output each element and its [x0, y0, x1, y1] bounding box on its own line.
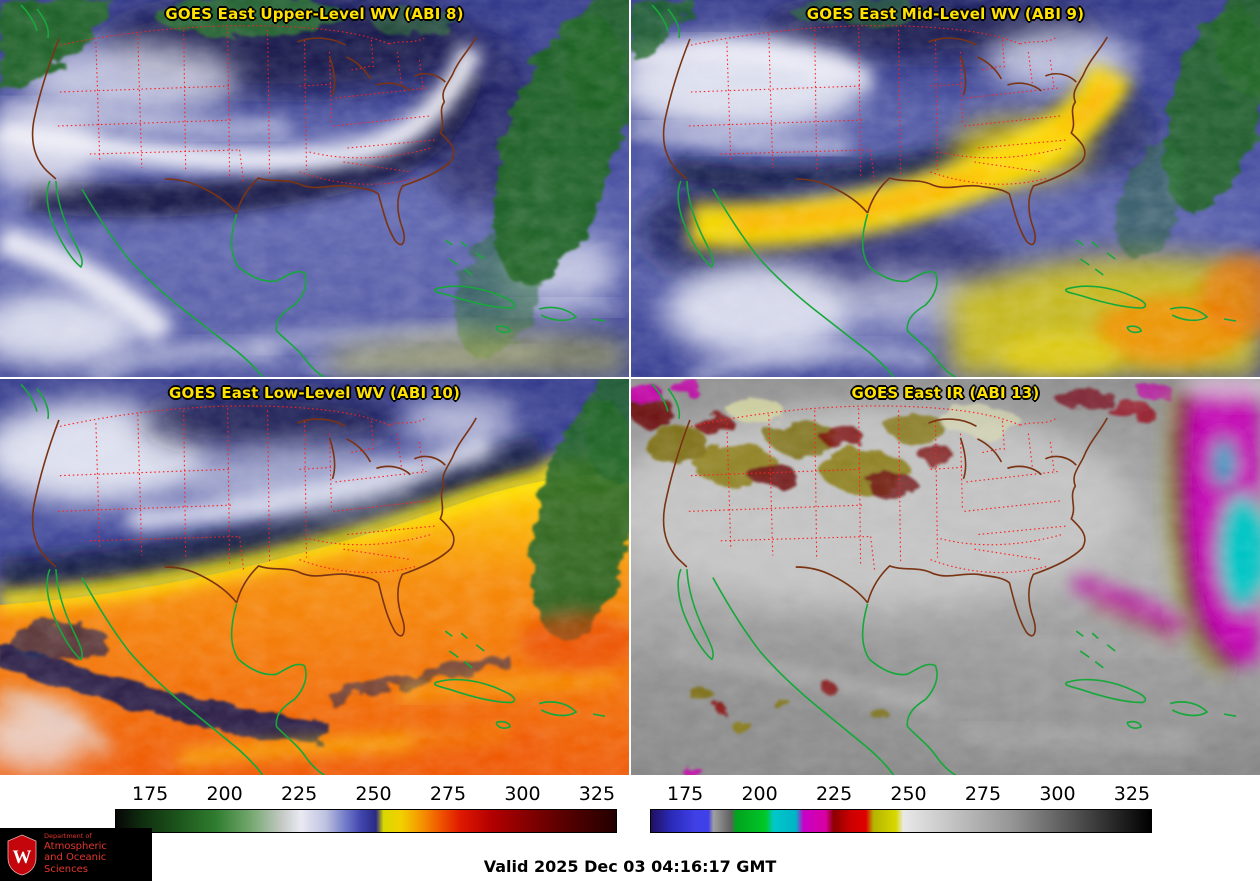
panel-ir: GOES East IR (ABI 13)	[631, 379, 1260, 775]
tick-label: 275	[964, 783, 1002, 805]
satellite-image-abi10	[0, 379, 629, 775]
tick-label: 200	[206, 783, 243, 805]
tick-label: 250	[355, 783, 392, 805]
valid-time: Valid 2025 Dec 03 04:16:17 GMT	[483, 857, 777, 876]
logo-oceanic-line: and Oceanic Sciences	[44, 852, 107, 876]
ir-colorbar-gradient	[650, 809, 1152, 833]
logo-text-block: Department of Atmospheric and Oceanic Sc…	[44, 831, 148, 876]
panel-upper-level-wv: GOES East Upper-Level WV (ABI 8)	[0, 0, 629, 377]
tick-label: 300	[504, 783, 541, 805]
wv-colorbar-gradient	[115, 809, 617, 833]
logo-atmospheric-line: Atmospheric	[44, 840, 107, 852]
tick-label: 200	[741, 783, 778, 805]
tick-label: 325	[578, 783, 616, 805]
uw-aos-logo: W Department of Atmospheric and Oceanic …	[0, 828, 152, 881]
panel-mid-level-wv: GOES East Mid-Level WV (ABI 9)	[631, 0, 1260, 377]
svg-text:W: W	[13, 847, 32, 868]
panel-low-level-wv: GOES East Low-Level WV (ABI 10)	[0, 379, 629, 775]
satellite-image-abi13	[631, 379, 1260, 775]
tick-label: 175	[666, 783, 704, 805]
ir-imagery-layer	[631, 379, 1260, 775]
wv9-imagery-layer	[631, 0, 1260, 377]
logo-department-line: Department of	[44, 831, 92, 840]
tick-label: 225	[815, 783, 853, 805]
wv-colorbar-ticks: 175 200 225 250 275 300 325	[115, 783, 617, 807]
panel-title-abi10: GOES East Low-Level WV (ABI 10)	[168, 384, 461, 402]
ir-colorbar: 175 200 225 250 275 300 325	[650, 783, 1152, 835]
wv10-imagery-layer	[0, 379, 629, 775]
panel-title-abi13: GOES East IR (ABI 13)	[851, 384, 1040, 402]
satellite-image-abi9	[631, 0, 1260, 377]
wv-colorbar: 175 200 225 250 275 300 325	[115, 783, 617, 835]
satellite-image-abi8	[0, 0, 629, 377]
footer: 175 200 225 250 275 300 325 175 200 225 …	[0, 775, 1260, 881]
panel-title-abi9: GOES East Mid-Level WV (ABI 9)	[806, 5, 1085, 23]
tick-label: 250	[890, 783, 927, 805]
satellite-panels-grid: GOES East Upper-Level WV (ABI 8)	[0, 0, 1260, 775]
tick-label: 300	[1039, 783, 1076, 805]
tick-label: 275	[429, 783, 467, 805]
tick-label: 325	[1113, 783, 1151, 805]
ir-colorbar-ticks: 175 200 225 250 275 300 325	[650, 783, 1152, 807]
tick-label: 225	[280, 783, 318, 805]
uw-crest-icon: W	[7, 834, 37, 875]
wv8-imagery-layer	[0, 0, 629, 377]
tick-label: 175	[131, 783, 169, 805]
panel-title-abi8: GOES East Upper-Level WV (ABI 8)	[165, 5, 464, 23]
